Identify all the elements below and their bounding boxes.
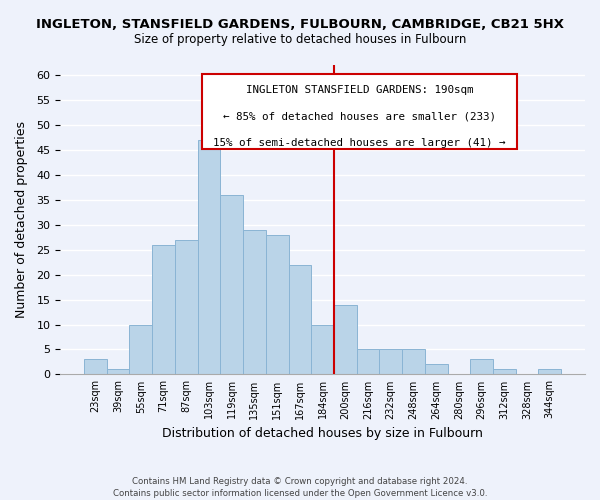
Bar bbox=[243, 230, 266, 374]
Bar bbox=[289, 264, 311, 374]
Bar bbox=[220, 195, 243, 374]
Bar bbox=[493, 370, 516, 374]
Bar bbox=[152, 244, 175, 374]
Bar bbox=[311, 324, 334, 374]
Text: Contains public sector information licensed under the Open Government Licence v3: Contains public sector information licen… bbox=[113, 489, 487, 498]
Bar bbox=[356, 350, 379, 374]
Text: INGLETON, STANSFIELD GARDENS, FULBOURN, CAMBRIDGE, CB21 5HX: INGLETON, STANSFIELD GARDENS, FULBOURN, … bbox=[36, 18, 564, 30]
Text: Size of property relative to detached houses in Fulbourn: Size of property relative to detached ho… bbox=[134, 32, 466, 46]
Bar bbox=[84, 360, 107, 374]
X-axis label: Distribution of detached houses by size in Fulbourn: Distribution of detached houses by size … bbox=[162, 427, 483, 440]
Bar bbox=[334, 304, 356, 374]
Y-axis label: Number of detached properties: Number of detached properties bbox=[15, 121, 28, 318]
Bar bbox=[470, 360, 493, 374]
Text: ← 85% of detached houses are smaller (233): ← 85% of detached houses are smaller (23… bbox=[223, 112, 496, 122]
Bar bbox=[425, 364, 448, 374]
Bar bbox=[197, 140, 220, 374]
Bar bbox=[107, 370, 130, 374]
Bar bbox=[379, 350, 402, 374]
Bar bbox=[130, 324, 152, 374]
Bar bbox=[538, 370, 561, 374]
Bar bbox=[402, 350, 425, 374]
Text: Contains HM Land Registry data © Crown copyright and database right 2024.: Contains HM Land Registry data © Crown c… bbox=[132, 478, 468, 486]
Bar bbox=[266, 234, 289, 374]
FancyBboxPatch shape bbox=[202, 74, 517, 148]
Text: 15% of semi-detached houses are larger (41) →: 15% of semi-detached houses are larger (… bbox=[213, 138, 506, 147]
Bar bbox=[175, 240, 197, 374]
Text: INGLETON STANSFIELD GARDENS: 190sqm: INGLETON STANSFIELD GARDENS: 190sqm bbox=[245, 85, 473, 95]
